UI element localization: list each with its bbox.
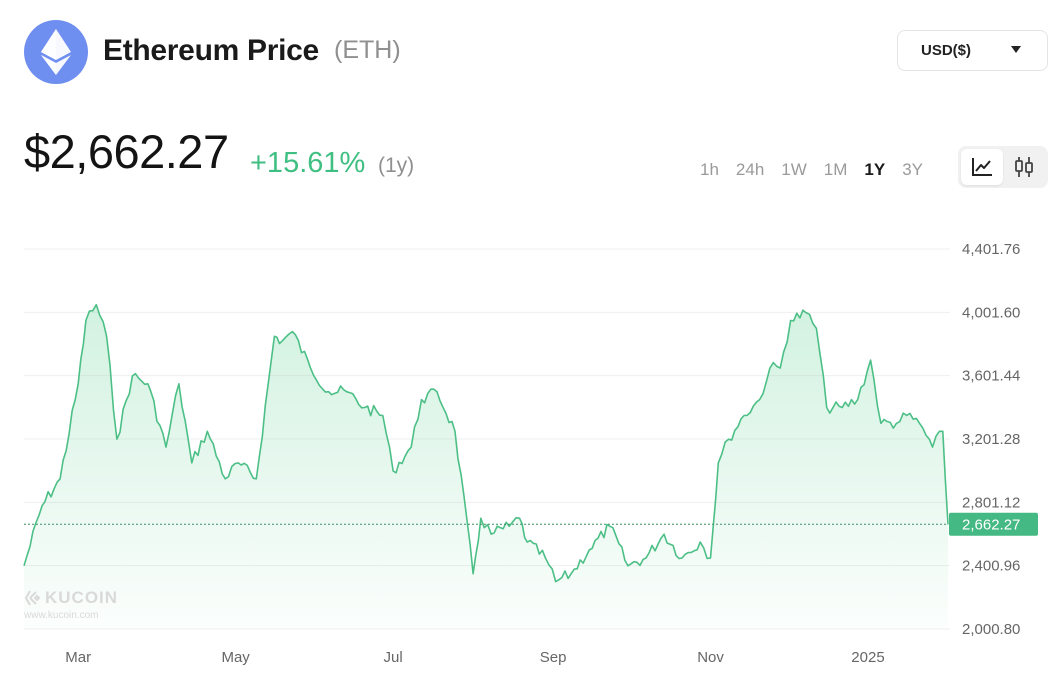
y-tick-label: 3,601.44: [962, 368, 1020, 385]
current-price: $2,662.27: [24, 125, 229, 178]
range-tab-1m[interactable]: 1M: [823, 160, 848, 179]
x-tick-label: Jul: [383, 649, 402, 666]
y-tick-label: 2,801.12: [962, 494, 1020, 511]
line-chart-icon: [972, 158, 992, 176]
change-period: (1y): [378, 154, 415, 177]
range-tab-1h[interactable]: 1h: [700, 160, 719, 179]
y-tick-label: 4,001.60: [962, 304, 1020, 321]
price-line: [23, 303, 949, 583]
current-price-label: 2,662.27: [962, 516, 1020, 533]
y-tick-label: 2,000.80: [962, 621, 1020, 638]
range-tab-1w[interactable]: 1W: [781, 160, 807, 179]
page-title: Ethereum Price: [103, 34, 319, 67]
x-tick-label: Nov: [697, 649, 724, 666]
x-tick-label: 2025: [851, 649, 884, 666]
chart-view-toggle: [958, 146, 1048, 188]
time-range-tabs: 1h 24h 1W 1M 1Y 3Y: [700, 160, 940, 186]
currency-select[interactable]: USD($): [897, 30, 1048, 71]
x-tick-label: May: [221, 649, 250, 666]
range-tab-1y[interactable]: 1Y: [864, 160, 886, 179]
kucoin-watermark: KUCOIN www.kucoin.com: [24, 588, 118, 621]
candlestick-chart-icon: [1015, 157, 1033, 177]
watermark-url: www.kucoin.com: [24, 610, 99, 621]
chevron-down-icon: [1011, 46, 1021, 53]
y-tick-label: 3,201.28: [962, 431, 1020, 448]
x-tick-label: Sep: [540, 649, 567, 666]
ethereum-logo: [24, 20, 88, 84]
current-price-tag: 2,662.27: [949, 512, 1038, 536]
kucoin-logo-icon: [24, 590, 41, 606]
ethereum-diamond-icon: [41, 29, 71, 75]
price-area: [24, 304, 948, 629]
x-tick-label: Mar: [65, 649, 91, 666]
currency-label: USD($): [921, 42, 972, 59]
coin-symbol: (ETH): [334, 36, 401, 64]
candlestick-chart-button[interactable]: [1003, 149, 1045, 185]
y-tick-label: 2,400.96: [962, 558, 1020, 575]
watermark-name: KUCOIN: [45, 588, 119, 607]
y-tick-label: 4,401.76: [962, 241, 1020, 258]
price-change: +15.61%: [250, 147, 366, 179]
range-tab-24h[interactable]: 24h: [735, 160, 765, 179]
line-chart-button[interactable]: [961, 149, 1003, 185]
range-tab-3y[interactable]: 3Y: [902, 160, 924, 179]
